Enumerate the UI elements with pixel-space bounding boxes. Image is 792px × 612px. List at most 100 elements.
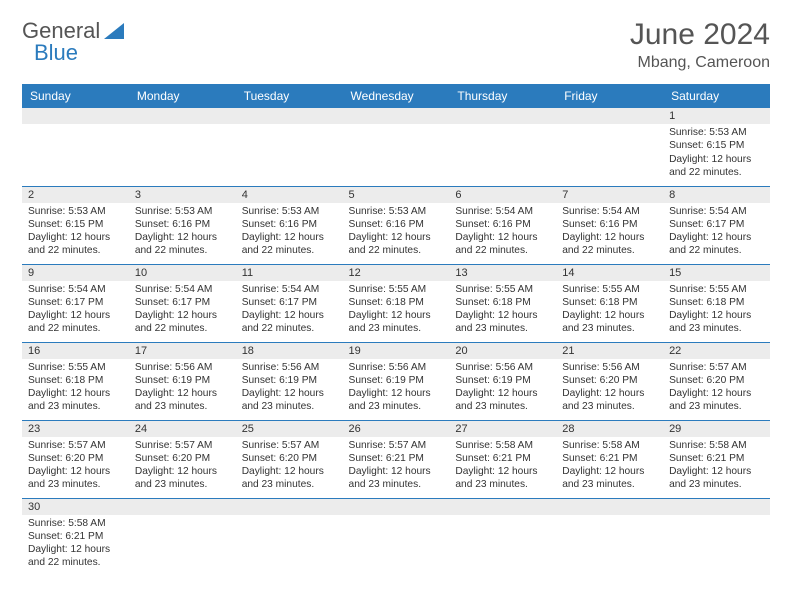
day-number: 30 [22, 499, 129, 515]
day-number [556, 108, 663, 124]
empty-cell [236, 498, 343, 576]
day-number [449, 108, 556, 124]
day-number: 3 [129, 187, 236, 203]
day-cell: 8Sunrise: 5:54 AMSunset: 6:17 PMDaylight… [663, 186, 770, 264]
day-number [663, 499, 770, 515]
day-cell: 1Sunrise: 5:53 AMSunset: 6:15 PMDaylight… [663, 108, 770, 186]
day-details: Sunrise: 5:53 AMSunset: 6:15 PMDaylight:… [22, 203, 129, 262]
day-details: Sunrise: 5:55 AMSunset: 6:18 PMDaylight:… [449, 281, 556, 340]
weekday-tuesday: Tuesday [236, 84, 343, 108]
day-number: 20 [449, 343, 556, 359]
day-details: Sunrise: 5:54 AMSunset: 6:17 PMDaylight:… [22, 281, 129, 340]
day-details: Sunrise: 5:56 AMSunset: 6:20 PMDaylight:… [556, 359, 663, 418]
day-number: 11 [236, 265, 343, 281]
weekday-friday: Friday [556, 84, 663, 108]
day-details: Sunrise: 5:55 AMSunset: 6:18 PMDaylight:… [663, 281, 770, 340]
day-details: Sunrise: 5:57 AMSunset: 6:20 PMDaylight:… [236, 437, 343, 496]
day-details: Sunrise: 5:53 AMSunset: 6:16 PMDaylight:… [343, 203, 450, 262]
day-details: Sunrise: 5:58 AMSunset: 6:21 PMDaylight:… [22, 515, 129, 574]
day-details: Sunrise: 5:55 AMSunset: 6:18 PMDaylight:… [556, 281, 663, 340]
day-cell: 21Sunrise: 5:56 AMSunset: 6:20 PMDayligh… [556, 342, 663, 420]
day-number [343, 499, 450, 515]
day-number: 28 [556, 421, 663, 437]
day-cell: 12Sunrise: 5:55 AMSunset: 6:18 PMDayligh… [343, 264, 450, 342]
day-number: 21 [556, 343, 663, 359]
day-details: Sunrise: 5:57 AMSunset: 6:21 PMDaylight:… [343, 437, 450, 496]
logo-triangle-icon [104, 21, 124, 42]
day-number: 29 [663, 421, 770, 437]
day-cell: 2Sunrise: 5:53 AMSunset: 6:15 PMDaylight… [22, 186, 129, 264]
empty-cell [343, 498, 450, 576]
empty-cell [449, 498, 556, 576]
day-cell: 14Sunrise: 5:55 AMSunset: 6:18 PMDayligh… [556, 264, 663, 342]
day-cell: 13Sunrise: 5:55 AMSunset: 6:18 PMDayligh… [449, 264, 556, 342]
empty-cell [22, 108, 129, 186]
day-number: 7 [556, 187, 663, 203]
day-number: 8 [663, 187, 770, 203]
day-details: Sunrise: 5:55 AMSunset: 6:18 PMDaylight:… [343, 281, 450, 340]
day-number: 24 [129, 421, 236, 437]
weekday-monday: Monday [129, 84, 236, 108]
day-number: 14 [556, 265, 663, 281]
day-cell: 7Sunrise: 5:54 AMSunset: 6:16 PMDaylight… [556, 186, 663, 264]
day-number [236, 499, 343, 515]
week-row: 1Sunrise: 5:53 AMSunset: 6:15 PMDaylight… [22, 108, 770, 186]
day-number [129, 108, 236, 124]
day-cell: 17Sunrise: 5:56 AMSunset: 6:19 PMDayligh… [129, 342, 236, 420]
calendar-table: SundayMondayTuesdayWednesdayThursdayFrid… [22, 84, 770, 576]
day-number: 1 [663, 108, 770, 124]
day-number [556, 499, 663, 515]
week-row: 16Sunrise: 5:55 AMSunset: 6:18 PMDayligh… [22, 342, 770, 420]
day-details: Sunrise: 5:54 AMSunset: 6:17 PMDaylight:… [663, 203, 770, 262]
weekday-wednesday: Wednesday [343, 84, 450, 108]
day-cell: 26Sunrise: 5:57 AMSunset: 6:21 PMDayligh… [343, 420, 450, 498]
week-row: 30Sunrise: 5:58 AMSunset: 6:21 PMDayligh… [22, 498, 770, 576]
day-cell: 24Sunrise: 5:57 AMSunset: 6:20 PMDayligh… [129, 420, 236, 498]
week-row: 2Sunrise: 5:53 AMSunset: 6:15 PMDaylight… [22, 186, 770, 264]
day-number [22, 108, 129, 124]
day-number: 26 [343, 421, 450, 437]
calendar-body: 1 Sunrise: 5:53 AMSunset: 6:15 PMDaylight… [22, 108, 770, 576]
day-cell: 3Sunrise: 5:53 AMSunset: 6:16 PMDaylight… [129, 186, 236, 264]
day-number: 6 [449, 187, 556, 203]
weekday-sunday: Sunday [22, 84, 129, 108]
day-details: Sunrise: 5:56 AMSunset: 6:19 PMDaylight:… [449, 359, 556, 418]
day-details: Sunrise: 5:58 AMSunset: 6:21 PMDaylight:… [449, 437, 556, 496]
calendar-head: SundayMondayTuesdayWednesdayThursdayFrid… [22, 84, 770, 108]
empty-cell [236, 108, 343, 186]
day-number [236, 108, 343, 124]
empty-cell [556, 498, 663, 576]
day-details: Sunrise: 5:57 AMSunset: 6:20 PMDaylight:… [22, 437, 129, 496]
day-cell: 22Sunrise: 5:57 AMSunset: 6:20 PMDayligh… [663, 342, 770, 420]
day-cell: 19Sunrise: 5:56 AMSunset: 6:19 PMDayligh… [343, 342, 450, 420]
day-cell: 9Sunrise: 5:54 AMSunset: 6:17 PMDaylight… [22, 264, 129, 342]
empty-cell [129, 108, 236, 186]
day-number [129, 499, 236, 515]
day-cell: 20Sunrise: 5:56 AMSunset: 6:19 PMDayligh… [449, 342, 556, 420]
day-cell: 28Sunrise: 5:58 AMSunset: 6:21 PMDayligh… [556, 420, 663, 498]
day-details: Sunrise: 5:58 AMSunset: 6:21 PMDaylight:… [663, 437, 770, 496]
day-cell: 30Sunrise: 5:58 AMSunset: 6:21 PMDayligh… [22, 498, 129, 576]
weekday-saturday: Saturday [663, 84, 770, 108]
day-details: Sunrise: 5:54 AMSunset: 6:16 PMDaylight:… [556, 203, 663, 262]
day-cell: 16Sunrise: 5:55 AMSunset: 6:18 PMDayligh… [22, 342, 129, 420]
day-details: Sunrise: 5:58 AMSunset: 6:21 PMDaylight:… [556, 437, 663, 496]
logo-text-blue-wrap: Blue [34, 40, 78, 66]
day-number: 5 [343, 187, 450, 203]
empty-cell [663, 498, 770, 576]
title-block: June 2024 Mbang, Cameroon [630, 18, 770, 72]
weekday-thursday: Thursday [449, 84, 556, 108]
day-details: Sunrise: 5:56 AMSunset: 6:19 PMDaylight:… [343, 359, 450, 418]
day-number: 19 [343, 343, 450, 359]
day-cell: 6Sunrise: 5:54 AMSunset: 6:16 PMDaylight… [449, 186, 556, 264]
day-number [449, 499, 556, 515]
day-cell: 18Sunrise: 5:56 AMSunset: 6:19 PMDayligh… [236, 342, 343, 420]
day-number: 17 [129, 343, 236, 359]
day-cell: 29Sunrise: 5:58 AMSunset: 6:21 PMDayligh… [663, 420, 770, 498]
day-details: Sunrise: 5:54 AMSunset: 6:16 PMDaylight:… [449, 203, 556, 262]
empty-cell [129, 498, 236, 576]
day-number: 25 [236, 421, 343, 437]
day-cell: 10Sunrise: 5:54 AMSunset: 6:17 PMDayligh… [129, 264, 236, 342]
day-number [343, 108, 450, 124]
day-number: 4 [236, 187, 343, 203]
